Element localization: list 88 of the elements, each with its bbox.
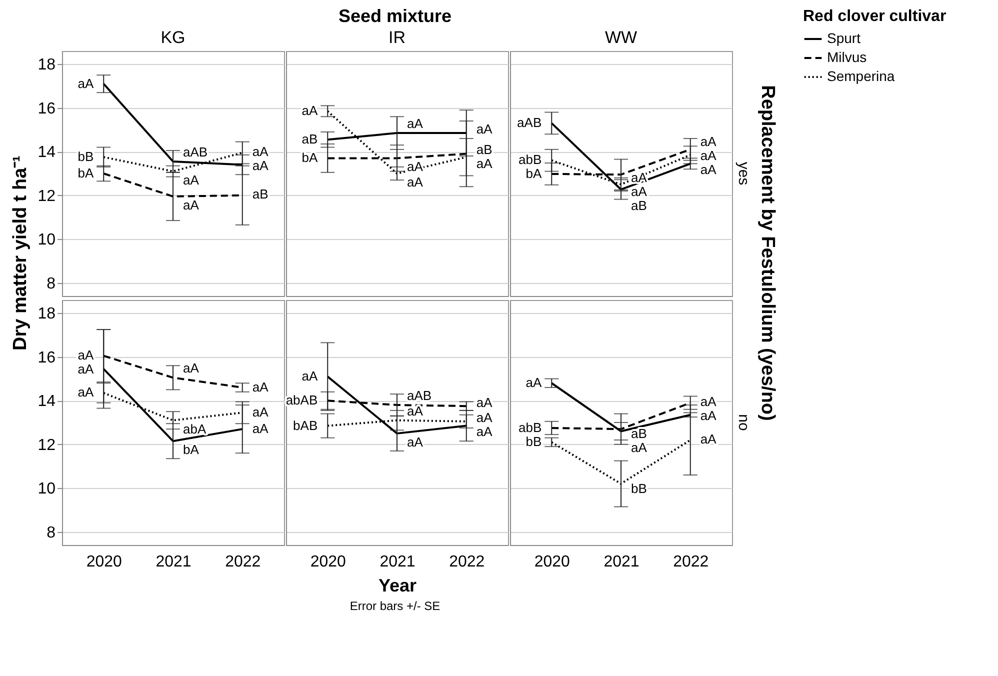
data-label: aB [631, 426, 647, 442]
data-label: aA [700, 134, 717, 149]
legend-title: Red clover cultivar [803, 8, 946, 25]
data-label: aB [631, 198, 647, 213]
data-label: aA [700, 148, 717, 163]
data-label: aA [476, 410, 493, 426]
data-label: bA [78, 166, 94, 180]
data-label: aB [302, 132, 318, 147]
text: Seed mixture [338, 6, 452, 26]
legend-label: Milvus [827, 49, 867, 65]
data-label: aA [476, 156, 493, 172]
y-tick-label: 14 [38, 393, 56, 410]
data-label: bA [526, 166, 542, 182]
y-tick-label: 18 [38, 306, 56, 323]
data-label: bB [78, 149, 94, 164]
data-label: aA [631, 440, 648, 456]
data-label: aAB [407, 388, 432, 403]
legend-label: Semperina [827, 68, 895, 84]
y-axis-title: Dry matter yield t ha⁻¹ [10, 156, 31, 350]
data-label: aA [407, 116, 424, 132]
data-label: aAB [183, 144, 208, 160]
data-label: aA [183, 360, 200, 376]
data-label: aA [407, 174, 424, 190]
data-label: aA [252, 158, 269, 174]
data-label: aA [78, 384, 94, 400]
y-tick-label: 12 [38, 188, 56, 205]
data-label: abAB [286, 392, 318, 408]
data-label: abB [518, 152, 542, 168]
y-tick-label: 16 [38, 100, 56, 118]
data-label: aA [526, 375, 542, 390]
data-label: bB [631, 480, 647, 496]
chart-title: KG [160, 28, 186, 47]
data-label: aB [476, 142, 492, 158]
data-label: aA [476, 121, 493, 136]
y2-axis-title: yes [735, 162, 752, 186]
data-label: aA [302, 103, 318, 118]
y2-axis-title: no [735, 414, 752, 431]
data-label: aA [78, 361, 94, 376]
data-label: aA [78, 76, 94, 91]
y-tick-label: 10 [38, 480, 56, 498]
data-label: aA [78, 347, 94, 362]
data-label: bA [183, 442, 200, 458]
text: Error bars +/- SE [350, 599, 440, 613]
x-tick-label: 2022 [673, 554, 709, 570]
x-tick-label: 2022 [449, 554, 485, 570]
y-tick-label: 12 [38, 436, 56, 454]
data-label: aA [183, 197, 200, 212]
y-tick-label: 18 [38, 56, 56, 74]
y-tick-label: 8 [46, 524, 56, 542]
data-label: aA [700, 162, 717, 177]
x-tick-label: 2021 [604, 554, 640, 570]
data-label: aA [631, 184, 648, 199]
chart-title: IR [388, 28, 406, 47]
data-label: aA [476, 394, 493, 410]
x-tick-label: 2020 [310, 554, 346, 570]
data-label: aA [302, 368, 318, 384]
data-label: aA [407, 434, 424, 450]
data-label: bB [526, 434, 542, 450]
data-label: aA [407, 159, 424, 174]
data-label: bA [302, 150, 318, 166]
x-tick-label: 2022 [225, 554, 261, 570]
y-tick-label: 10 [38, 232, 56, 249]
y-tick-label: 14 [38, 144, 56, 162]
data-label: aA [252, 144, 269, 160]
data-label: aA [407, 403, 424, 418]
data-label: aA [252, 421, 269, 436]
data-label: aA [700, 408, 717, 424]
data-label: abB [518, 420, 542, 435]
chart-title: WW [604, 28, 638, 47]
data-label: aA [252, 380, 269, 394]
data-label: abA [183, 421, 206, 436]
legend-label: Spurt [827, 30, 861, 46]
data-label: aA [700, 431, 717, 446]
data-label: aA [700, 394, 717, 410]
x-tick-label: 2021 [156, 554, 192, 570]
x-tick-label: 2021 [380, 554, 416, 570]
data-label: aA [476, 424, 493, 440]
data-label: aAB [517, 115, 542, 130]
x-tick-label: 2020 [86, 554, 122, 570]
y-tick-label: 8 [46, 275, 56, 292]
x-tick-label: 2020 [534, 554, 570, 570]
data-label: aA [183, 172, 200, 188]
data-label: bAB [293, 418, 318, 433]
x-axis-title: Year [378, 576, 417, 596]
y-tick-label: 16 [38, 349, 56, 366]
text: Replacement by Festulolium (yes/no) [757, 85, 778, 421]
data-label: aB [252, 186, 268, 202]
data-label: aA [252, 404, 269, 420]
